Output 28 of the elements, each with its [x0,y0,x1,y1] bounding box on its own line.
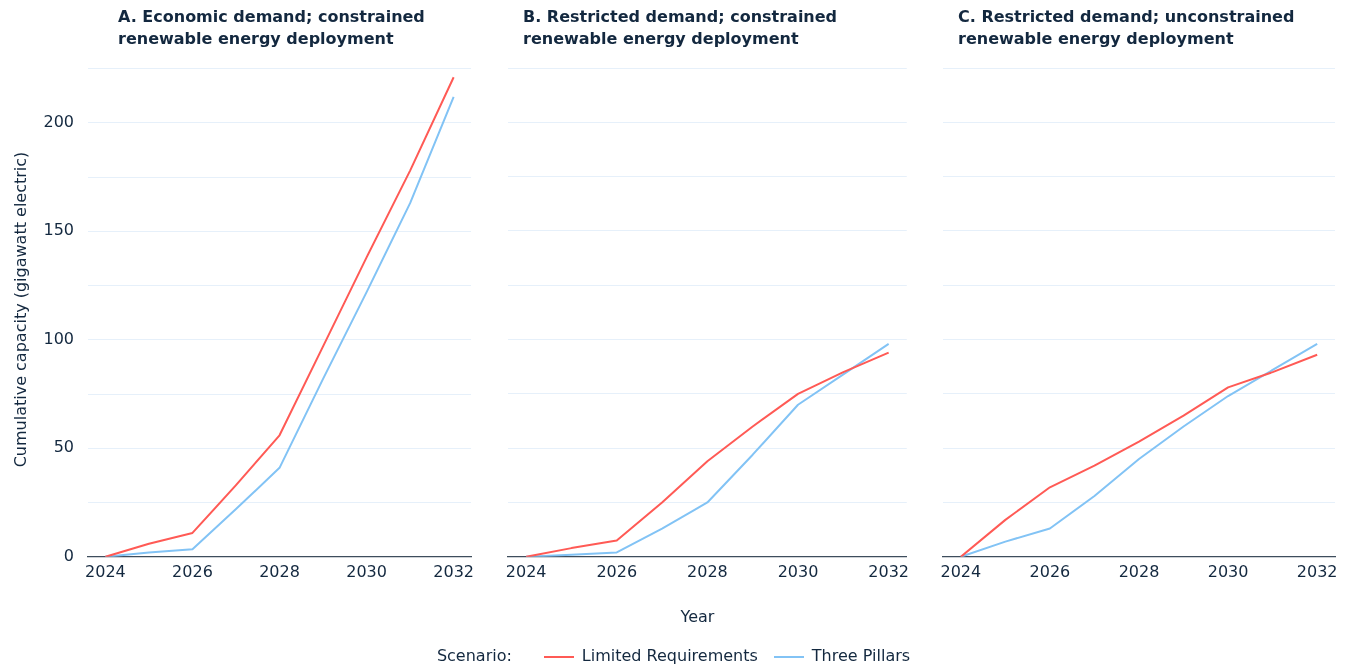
x-tick-label: 2030 [777,561,819,581]
x-tick-label: 2032 [433,561,474,581]
x-tick-label: 2026 [1029,561,1071,581]
x-tick-label: 2028 [687,561,728,581]
x-tick-label: 2026 [172,561,213,581]
legend-label: Limited Requirements [580,646,758,665]
legend-title: Scenario: [436,646,512,665]
chart-title: A. Economic demand; constrained renewable energy deployment [118,6,426,50]
y-tick-label: 50 [53,437,74,457]
x-tick-label: 2032 [1296,561,1338,581]
legend-label: Three Pillars [810,646,911,665]
chart-title: B. Restricted demand; constrained renewable energy deployment [523,6,839,50]
y-tick-label: 0 [63,545,74,565]
y-tick-label: 150 [43,220,74,240]
x-tick-label: 2032 [868,561,909,581]
x-tick-label: 2024 [940,561,982,581]
y-tick-label: 100 [43,328,74,348]
x-tick-label: 2030 [1207,561,1249,581]
x-tick-label: 2026 [596,561,638,581]
x-tick-label: 2028 [1118,561,1160,581]
y-tick-label: 200 [43,112,74,131]
x-tick-label: 2030 [346,561,387,581]
x-axis-title: Year [679,607,716,626]
x-tick-label: 2028 [259,561,300,581]
y-axis-title: Cumulative capacity (gigawatt electric) [10,150,30,470]
chart-title: C. Restricted demand; unconstrained renewable energy deployment [958,6,1296,50]
x-tick-label: 2024 [505,561,547,581]
x-tick-label: 2024 [85,561,126,581]
